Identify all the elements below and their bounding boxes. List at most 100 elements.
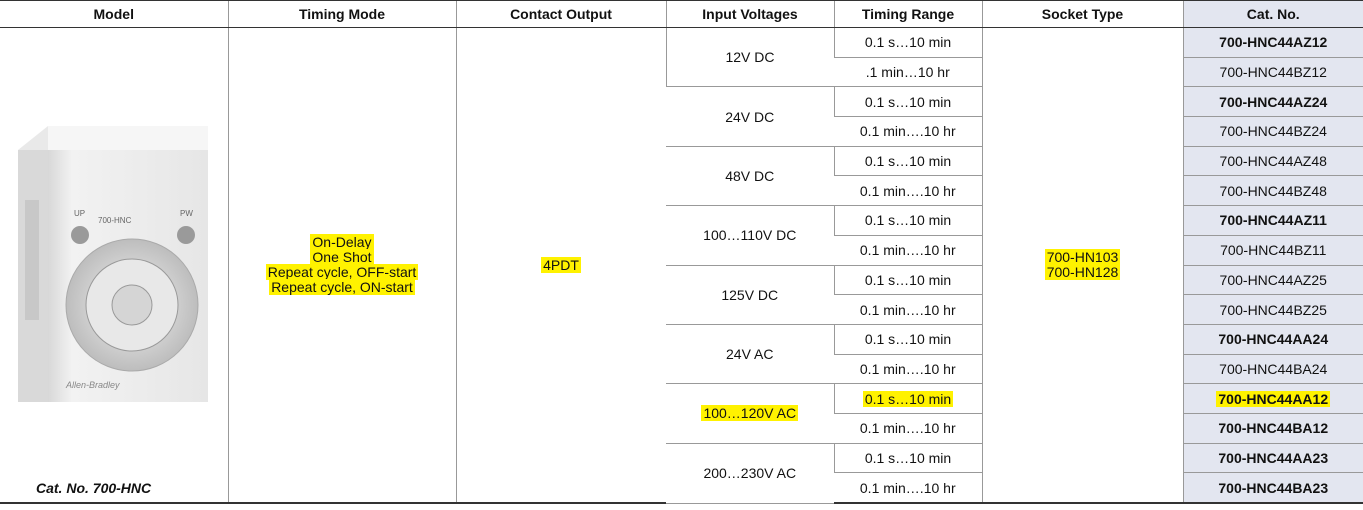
cat-no-cell: 700-HNC44AZ48 [1183, 146, 1363, 176]
column-header: Model [0, 1, 228, 28]
timing-range: 0.1 min….10 hr [860, 242, 956, 258]
cat-no: 700-HNC44AZ12 [1219, 34, 1327, 50]
timing-range-cell: 0.1 s…10 min [834, 265, 982, 295]
cat-no: 700-HNC44BZ25 [1220, 302, 1327, 318]
cat-no-cell: 700-HNC44BA23 [1183, 473, 1363, 503]
timing-range: 0.1 min….10 hr [860, 183, 956, 199]
cat-no-cell: 700-HNC44BA24 [1183, 354, 1363, 384]
timing-mode: Repeat cycle, OFF-start [266, 264, 419, 280]
timing-range: 0.1 min….10 hr [860, 361, 956, 377]
timing-range-cell: 0.1 s…10 min [834, 146, 982, 176]
timing-range: .1 min…10 hr [866, 64, 950, 80]
cat-no: 700-HNC44AA24 [1218, 331, 1328, 347]
timing-range: 0.1 min….10 hr [860, 480, 956, 496]
timing-range: 0.1 s…10 min [865, 450, 951, 466]
input-voltage: 100…120V AC [701, 405, 798, 421]
column-header: Cat. No. [1183, 1, 1363, 28]
timing-range-cell: 0.1 min….10 hr [834, 235, 982, 265]
input-voltage: 48V DC [725, 168, 774, 184]
input-voltage: 200…230V AC [703, 465, 796, 481]
input-voltage: 125V DC [721, 287, 778, 303]
timing-range-cell: 0.1 s…10 min [834, 324, 982, 354]
timing-range-cell: 0.1 min….10 hr [834, 295, 982, 325]
cat-no-cell: 700-HNC44AA23 [1183, 443, 1363, 473]
input-voltage: 100…110V DC [703, 227, 796, 243]
cat-no: 700-HNC44AA23 [1218, 450, 1328, 466]
cat-no-cell: 700-HNC44AA12 [1183, 384, 1363, 414]
timing-mode: Repeat cycle, ON-start [269, 279, 415, 295]
cat-no-cell: 700-HNC44AZ24 [1183, 87, 1363, 117]
socket-type: 700-HN103 [1045, 249, 1121, 265]
cat-no-cell: 700-HNC44BZ48 [1183, 176, 1363, 206]
model-content: UP 700-HNC PW Allen-Bradley Cat. No. 700… [0, 28, 228, 502]
input-voltage: 12V DC [725, 49, 774, 65]
column-header: Timing Mode [228, 1, 456, 28]
timing-range: 0.1 s…10 min [865, 94, 951, 110]
socket-type: 700-HN128 [1045, 264, 1121, 280]
column-header: Socket Type [982, 1, 1183, 28]
timing-range: 0.1 min….10 hr [860, 420, 956, 436]
cat-no: 700-HNC44AZ25 [1220, 272, 1327, 288]
voltage-cell: 100…110V DC [666, 206, 834, 265]
cat-no-cell: 700-HNC44BZ12 [1183, 57, 1363, 87]
voltage-cell: 24V DC [666, 87, 834, 146]
timing-range: 0.1 s…10 min [865, 212, 951, 228]
timing-range: 0.1 min….10 hr [860, 302, 956, 318]
cat-no: 700-HNC44BZ12 [1220, 64, 1327, 80]
image-label: 700-HNC [98, 216, 132, 225]
timing-range-cell: 0.1 s…10 min [834, 443, 982, 473]
timing-range-cell: 0.1 min….10 hr [834, 117, 982, 147]
column-header: Contact Output [456, 1, 666, 28]
voltage-cell: 48V DC [666, 146, 834, 205]
timing-range: 0.1 s…10 min [865, 153, 951, 169]
model-caption: Cat. No. 700-HNC [36, 480, 151, 496]
page: ModelTiming ModeContact OutputInput Volt… [0, 0, 1363, 510]
cat-no-cell: 700-HNC44AA24 [1183, 324, 1363, 354]
voltage-cell: 12V DC [666, 28, 834, 87]
timing-range-cell: 0.1 min….10 hr [834, 473, 982, 503]
timing-range: 0.1 s…10 min [865, 331, 951, 347]
cat-no-cell: 700-HNC44AZ12 [1183, 28, 1363, 58]
input-voltage: 24V DC [725, 109, 774, 125]
voltage-cell: 125V DC [666, 265, 834, 324]
cat-no-cell: 700-HNC44BZ11 [1183, 235, 1363, 265]
column-header: Timing Range [834, 1, 982, 28]
timing-mode: One Shot [310, 249, 373, 265]
cat-no-cell: 700-HNC44AZ25 [1183, 265, 1363, 295]
timing-range: 0.1 s…10 min [863, 391, 953, 407]
cat-no-cell: 700-HNC44AZ11 [1183, 206, 1363, 236]
cat-no: 700-HNC44AZ48 [1220, 153, 1327, 169]
timing-range-cell: 0.1 min….10 hr [834, 176, 982, 206]
voltage-cell: 100…120V AC [666, 384, 834, 443]
cat-no-cell: 700-HNC44BZ24 [1183, 117, 1363, 147]
cat-no: 700-HNC44AZ24 [1219, 94, 1327, 110]
product-image: UP 700-HNC PW Allen-Bradley [8, 120, 220, 410]
image-label: PW [180, 209, 193, 218]
timing-range-cell: .1 min…10 hr [834, 57, 982, 87]
cat-no: 700-HNC44BZ24 [1220, 123, 1327, 139]
cat-no: 700-HNC44AA12 [1216, 391, 1330, 407]
image-label: UP [74, 209, 85, 218]
cat-no: 700-HNC44BA23 [1218, 480, 1328, 496]
cat-no-cell: 700-HNC44BZ25 [1183, 295, 1363, 325]
timing-range-cell: 0.1 s…10 min [834, 87, 982, 117]
cat-no: 700-HNC44BZ48 [1220, 183, 1327, 199]
voltage-cell: 24V AC [666, 324, 834, 383]
timing-range-cell: 0.1 min….10 hr [834, 413, 982, 443]
column-header: Input Voltages [666, 1, 834, 28]
cat-no: 700-HNC44BA24 [1219, 361, 1327, 377]
cat-no: 700-HNC44BZ11 [1220, 242, 1326, 258]
timing-range: 0.1 min….10 hr [860, 123, 956, 139]
timing-range: 0.1 s…10 min [865, 34, 951, 50]
table-row: UP 700-HNC PW Allen-Bradley Cat. No. 700… [0, 28, 1363, 58]
input-voltage: 24V AC [726, 346, 773, 362]
cat-no-cell: 700-HNC44BA12 [1183, 413, 1363, 443]
timing-range: 0.1 s…10 min [865, 272, 951, 288]
cat-no: 700-HNC44BA12 [1218, 420, 1328, 436]
cat-no: 700-HNC44AZ11 [1220, 212, 1327, 228]
contact-output: 4PDT [541, 257, 581, 273]
contact-output-cell: 4PDT [456, 28, 666, 504]
